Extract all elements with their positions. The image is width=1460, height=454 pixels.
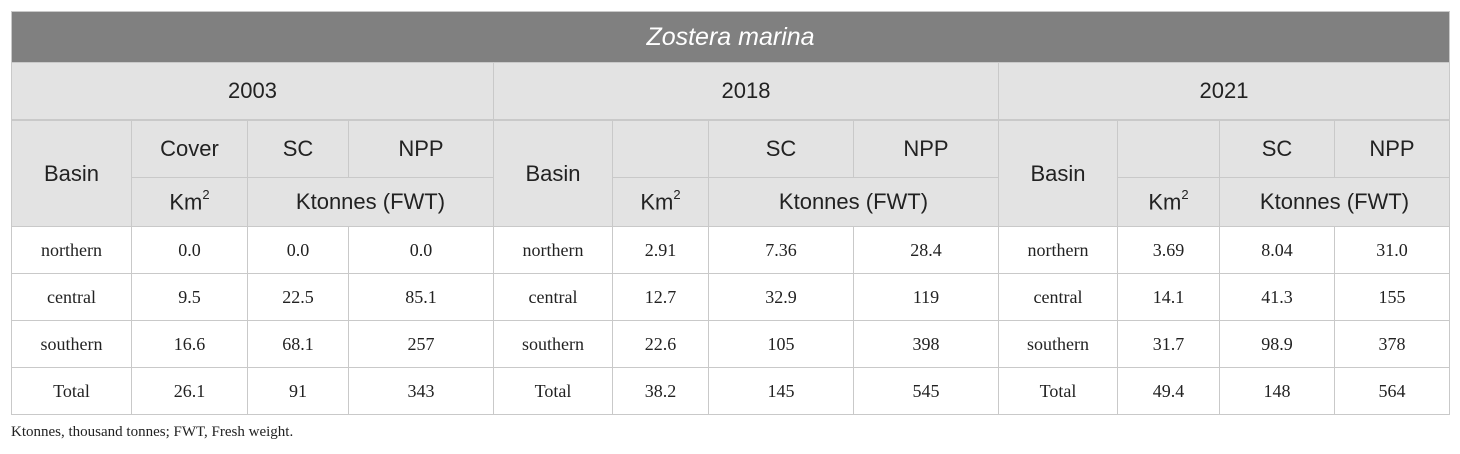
sc-header: SC (1219, 120, 1335, 178)
basin-header: Basin (998, 120, 1118, 227)
unit-ktonnes: Ktonnes (FWT) (708, 177, 999, 227)
basin-cell: central (998, 273, 1118, 321)
value-cell: 91 (247, 367, 349, 415)
value-cell: 0.0 (131, 226, 248, 274)
value-cell: 26.1 (131, 367, 248, 415)
npp-header: NPP (853, 120, 999, 178)
cover-header: Cover (131, 120, 248, 178)
value-cell: 41.3 (1219, 273, 1335, 321)
table-footnote: Ktonnes, thousand tonnes; FWT, Fresh wei… (11, 424, 294, 440)
table-row: northern 0.0 0.0 0.0 northern 2.91 7.36 … (11, 226, 1450, 274)
value-cell: 155 (1334, 273, 1450, 321)
basin-cell: northern (998, 226, 1118, 274)
value-cell: 0.0 (247, 226, 349, 274)
value-cell: 31.7 (1117, 320, 1220, 368)
value-cell: 22.5 (247, 273, 349, 321)
value-cell: 398 (853, 320, 999, 368)
value-cell: 9.5 (131, 273, 248, 321)
value-cell: 28.4 (853, 226, 999, 274)
cover-header-empty (612, 120, 709, 178)
basin-cell: southern (11, 320, 132, 368)
value-cell: 378 (1334, 320, 1450, 368)
npp-header: NPP (348, 120, 494, 178)
value-cell: 38.2 (612, 367, 709, 415)
basin-cell: Total (11, 367, 132, 415)
table-container: Zostera marina 2003 2018 2021 Basin Cove… (11, 11, 1450, 415)
unit-km2: Km2 (612, 177, 709, 227)
unit-km2: Km2 (1117, 177, 1220, 227)
year-header-2021: 2021 (998, 62, 1450, 120)
value-cell: 119 (853, 273, 999, 321)
table-row-total: Total 26.1 91 343 Total 38.2 145 545 Tot… (11, 367, 1450, 415)
basin-cell: southern (493, 320, 613, 368)
value-cell: 3.69 (1117, 226, 1220, 274)
cover-header-empty (1117, 120, 1220, 178)
value-cell: 343 (348, 367, 494, 415)
basin-cell: southern (998, 320, 1118, 368)
value-cell: 68.1 (247, 320, 349, 368)
value-cell: 22.6 (612, 320, 709, 368)
value-cell: 148 (1219, 367, 1335, 415)
basin-cell: central (11, 273, 132, 321)
year-header-2003: 2003 (11, 62, 494, 120)
basin-header: Basin (493, 120, 613, 227)
basin-cell: Total (998, 367, 1118, 415)
table-title: Zostera marina (11, 11, 1450, 63)
value-cell: 31.0 (1334, 226, 1450, 274)
value-cell: 14.1 (1117, 273, 1220, 321)
value-cell: 105 (708, 320, 854, 368)
value-cell: 16.6 (131, 320, 248, 368)
basin-cell: central (493, 273, 613, 321)
value-cell: 145 (708, 367, 854, 415)
value-cell: 8.04 (1219, 226, 1335, 274)
table-row: central 9.5 22.5 85.1 central 12.7 32.9 … (11, 273, 1450, 321)
basin-cell: northern (11, 226, 132, 274)
table-row: southern 16.6 68.1 257 southern 22.6 105… (11, 320, 1450, 368)
value-cell: 0.0 (348, 226, 494, 274)
value-cell: 12.7 (612, 273, 709, 321)
npp-header: NPP (1334, 120, 1450, 178)
value-cell: 7.36 (708, 226, 854, 274)
basin-header: Basin (11, 120, 132, 227)
value-cell: 49.4 (1117, 367, 1220, 415)
value-cell: 2.91 (612, 226, 709, 274)
unit-km2: Km2 (131, 177, 248, 227)
value-cell: 85.1 (348, 273, 494, 321)
value-cell: 545 (853, 367, 999, 415)
value-cell: 257 (348, 320, 494, 368)
basin-cell: Total (493, 367, 613, 415)
sc-header: SC (247, 120, 349, 178)
basin-cell: northern (493, 226, 613, 274)
value-cell: 98.9 (1219, 320, 1335, 368)
year-header-2018: 2018 (493, 62, 999, 120)
value-cell: 564 (1334, 367, 1450, 415)
value-cell: 32.9 (708, 273, 854, 321)
sc-header: SC (708, 120, 854, 178)
unit-ktonnes: Ktonnes (FWT) (1219, 177, 1450, 227)
unit-ktonnes: Ktonnes (FWT) (247, 177, 494, 227)
data-table: Zostera marina 2003 2018 2021 Basin Cove… (11, 11, 1450, 415)
